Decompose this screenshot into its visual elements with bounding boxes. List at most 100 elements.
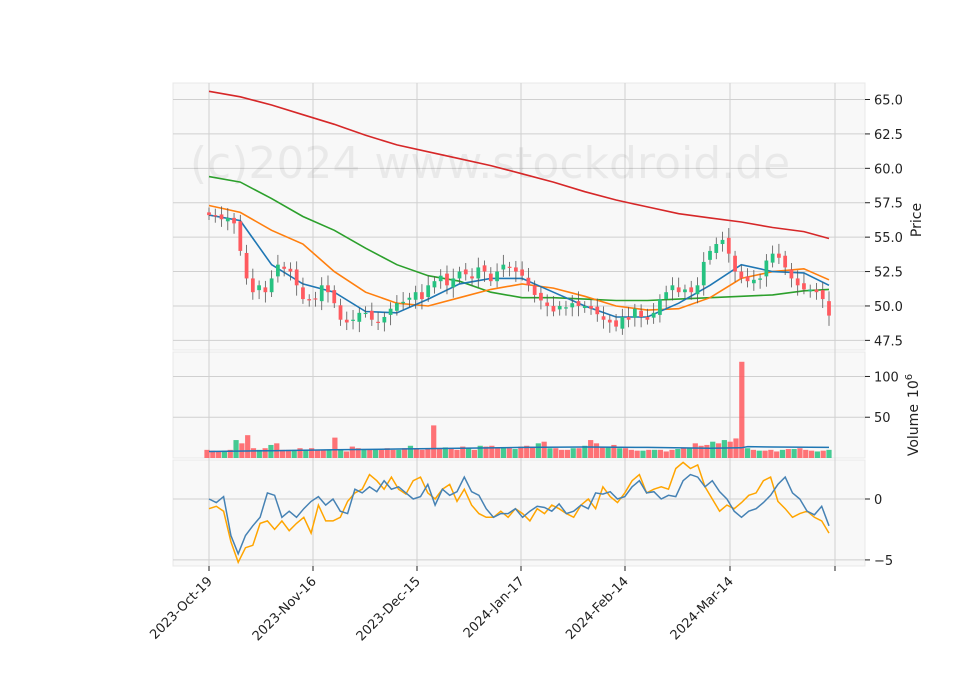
candle-body xyxy=(288,268,293,272)
price-axis-label: Price xyxy=(909,203,925,237)
price-tick-label: 65.0 xyxy=(874,94,903,109)
volume-bar xyxy=(692,443,698,458)
candle-body xyxy=(257,285,261,291)
candle-body xyxy=(557,305,562,310)
oscillator-main-line xyxy=(208,473,830,556)
candle-body xyxy=(689,287,694,293)
volume-bar xyxy=(279,449,286,458)
candle-body xyxy=(701,261,706,286)
volume-bar xyxy=(622,448,629,458)
candle-body xyxy=(695,285,700,295)
volume-bar xyxy=(652,449,658,458)
volume-bar xyxy=(291,449,297,458)
candle-body xyxy=(369,310,374,320)
candle-body xyxy=(432,281,437,288)
candle-body xyxy=(244,252,249,279)
candle-body xyxy=(539,292,543,301)
chart-panels xyxy=(172,82,866,567)
volume-bar xyxy=(367,449,373,458)
price-tick-label: 62.5 xyxy=(874,128,903,143)
candle-body xyxy=(570,303,575,308)
volume-bar xyxy=(256,449,262,458)
panel-volume xyxy=(172,351,866,459)
candle-body xyxy=(820,290,825,300)
volume-bar xyxy=(436,448,443,458)
candle-body xyxy=(601,316,606,320)
volume-bar xyxy=(384,448,390,458)
candle-body xyxy=(207,212,211,216)
candle-body xyxy=(551,305,556,312)
volume-bar xyxy=(640,450,646,458)
volume-bar xyxy=(326,449,332,458)
volume-bar xyxy=(727,441,733,458)
volume-bar xyxy=(332,437,338,458)
volume-bar xyxy=(558,449,565,458)
volume-bar xyxy=(605,446,611,458)
price-tick-label: 50.0 xyxy=(874,300,903,315)
volume-bar xyxy=(669,449,675,458)
volume-bar xyxy=(431,425,437,458)
candle-body xyxy=(651,312,656,318)
candle-body xyxy=(745,276,750,282)
price-tick-label: 47.5 xyxy=(874,334,903,349)
volume-bar xyxy=(477,445,483,458)
volume-unit-base: 10 xyxy=(906,380,922,398)
candle-body xyxy=(276,264,280,277)
candle-body xyxy=(670,285,675,291)
volume-bar xyxy=(797,448,803,458)
volume-tick-label: 50 xyxy=(874,411,891,426)
candle-body xyxy=(814,289,819,293)
candle-body xyxy=(595,306,600,315)
volume-bar xyxy=(245,435,251,458)
candle-body xyxy=(808,289,813,292)
candle-body xyxy=(225,217,230,222)
volume-bar xyxy=(582,445,588,458)
volume-bar xyxy=(826,449,832,458)
volume-bar xyxy=(268,444,274,458)
volume-bar xyxy=(541,441,547,458)
candle-body xyxy=(751,279,756,284)
ma-mid-line xyxy=(208,204,830,311)
candle-body xyxy=(720,239,725,245)
volume-bar xyxy=(779,449,786,458)
volume-bar xyxy=(390,449,396,458)
volume-bar xyxy=(227,449,233,458)
candle-body xyxy=(357,312,362,322)
volume-bar xyxy=(721,440,727,458)
volume-bar xyxy=(460,446,466,458)
price-tick-label: 57.5 xyxy=(874,197,903,212)
osc-tick-label: −5 xyxy=(874,554,893,569)
volume-bar xyxy=(599,447,605,458)
candle-body xyxy=(457,271,462,279)
volume-bar xyxy=(500,448,507,458)
volume-bar xyxy=(698,445,704,458)
candle-body xyxy=(470,276,474,279)
candle-body xyxy=(344,319,349,323)
volume-bar xyxy=(553,448,559,458)
candle-body xyxy=(777,253,781,258)
candle-body xyxy=(213,215,218,217)
volume-bar xyxy=(762,450,768,458)
volume-bar xyxy=(646,449,652,458)
candle-body xyxy=(676,287,681,293)
price-tick-label: 52.5 xyxy=(874,266,903,281)
candle-body xyxy=(388,308,393,315)
volume-bar xyxy=(314,449,321,458)
candle-body xyxy=(495,271,499,282)
candle-body xyxy=(413,292,418,300)
candle-body xyxy=(620,316,625,329)
candle-body xyxy=(238,221,243,251)
volume-bar xyxy=(349,446,355,458)
volume-bar xyxy=(320,449,326,458)
volume-bar xyxy=(402,448,408,458)
volume-bar xyxy=(518,446,524,458)
volume-bar xyxy=(309,448,315,458)
volume-bar xyxy=(686,448,693,458)
price-tick-label: 55.0 xyxy=(874,231,903,246)
ma-long-line xyxy=(208,175,830,302)
volume-bar xyxy=(285,449,291,458)
volume-axis-label: Volume 106 xyxy=(904,374,922,456)
volume-bar xyxy=(506,448,512,458)
candle-body xyxy=(382,316,387,323)
volume-bar xyxy=(663,451,669,458)
